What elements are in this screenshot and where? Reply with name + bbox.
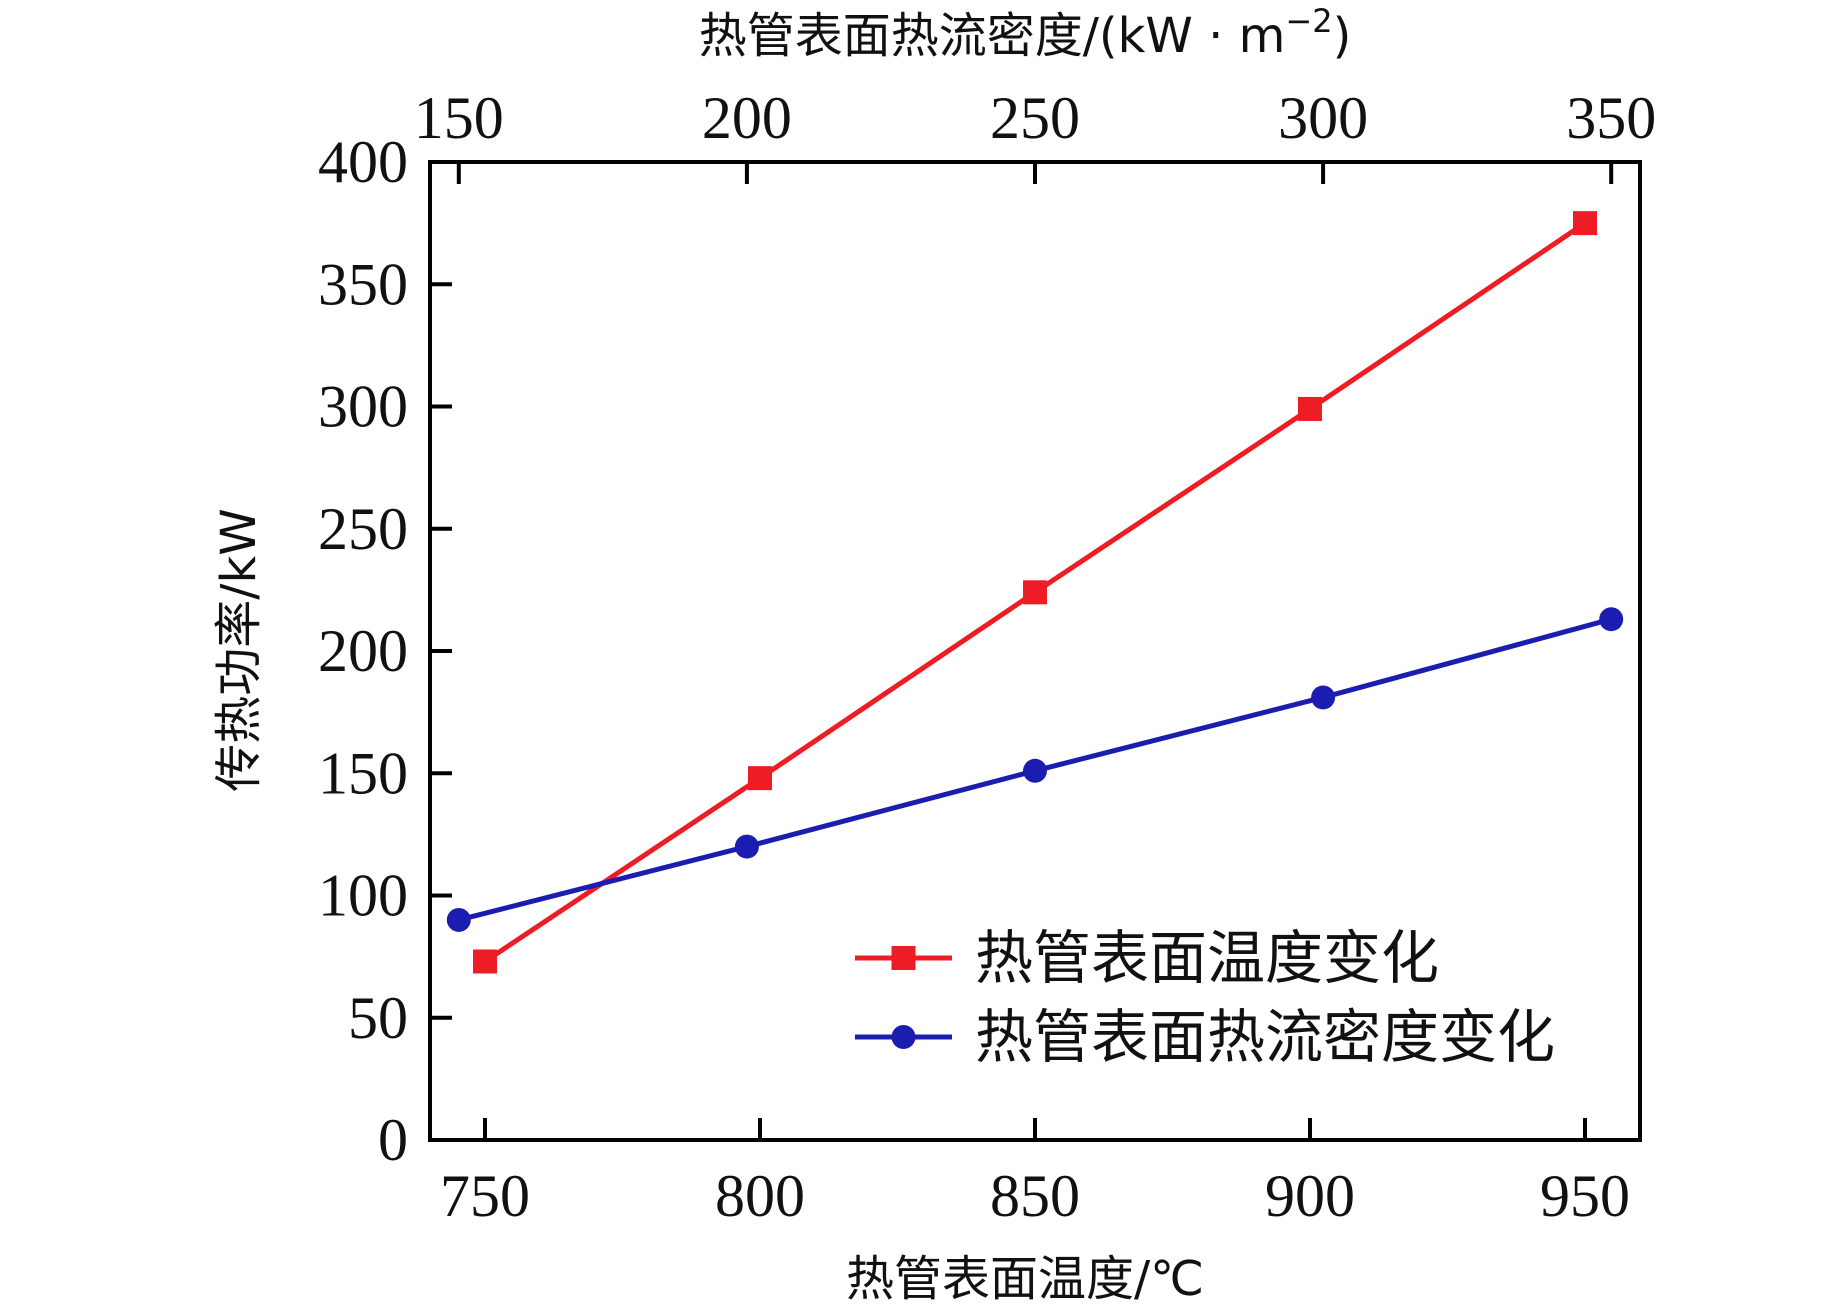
y-tick-label: 250: [318, 496, 408, 562]
legend-marker-circle: [891, 1025, 916, 1049]
x-axis-title: 热管表面温度/℃: [846, 1251, 1204, 1307]
y-tick-label: 350: [318, 251, 408, 317]
axis-ticks: 750 800 850 900 950 150 200 250 300 350 0 50 100 150 2…: [318, 85, 1656, 1229]
series-layer: [446, 211, 1624, 974]
x2-tick-label: 250: [990, 85, 1080, 151]
legend-label: 热管表面热流密度变化: [975, 1003, 1555, 1071]
y-tick-label: 200: [318, 618, 408, 684]
y-tick-label: 300: [318, 374, 408, 440]
data-point-circle: [1311, 685, 1336, 710]
data-point-square: [1298, 396, 1322, 421]
x-tick-label: 800: [715, 1163, 805, 1229]
y-tick-label: 150: [318, 740, 408, 806]
data-point-circle: [1023, 758, 1047, 783]
x-tick-label: 950: [1540, 1163, 1630, 1229]
legend-marker-square: [891, 946, 916, 970]
y-tick-label: 50: [348, 985, 408, 1051]
data-point-circle: [1599, 607, 1624, 632]
x2-tick-label: 200: [702, 85, 792, 151]
data-point-square: [1023, 580, 1047, 605]
x2-axis-title: 热管表面热流密度/(kW · m−2): [699, 2, 1352, 64]
x-tick-label: 850: [990, 1163, 1080, 1229]
x2-tick-label: 150: [414, 85, 504, 151]
y-tick-label: 0: [378, 1107, 408, 1173]
y-tick-label: 400: [318, 129, 408, 195]
series-1: [473, 211, 1597, 974]
data-point-circle: [734, 834, 759, 859]
x-tick-label: 900: [1265, 1163, 1355, 1229]
data-point-circle: [446, 907, 471, 932]
data-point-square: [473, 949, 497, 974]
y-axis-title: 传热功率/kW: [211, 508, 267, 791]
y-tick-label: 100: [318, 863, 408, 929]
x2-axis-title-superscript: −2: [1285, 2, 1332, 40]
series-2: [446, 607, 1624, 932]
x2-tick-label: 300: [1278, 85, 1368, 151]
x2-axis-title-close: ): [1333, 8, 1352, 64]
x2-tick-label: 350: [1566, 85, 1656, 151]
legend-label: 热管表面温度变化: [975, 924, 1439, 992]
x2-axis-title-main: 热管表面热流密度/(kW · m: [699, 8, 1286, 64]
data-point-square: [748, 766, 772, 791]
x-tick-label: 750: [440, 1163, 530, 1229]
data-point-square: [1573, 211, 1597, 236]
